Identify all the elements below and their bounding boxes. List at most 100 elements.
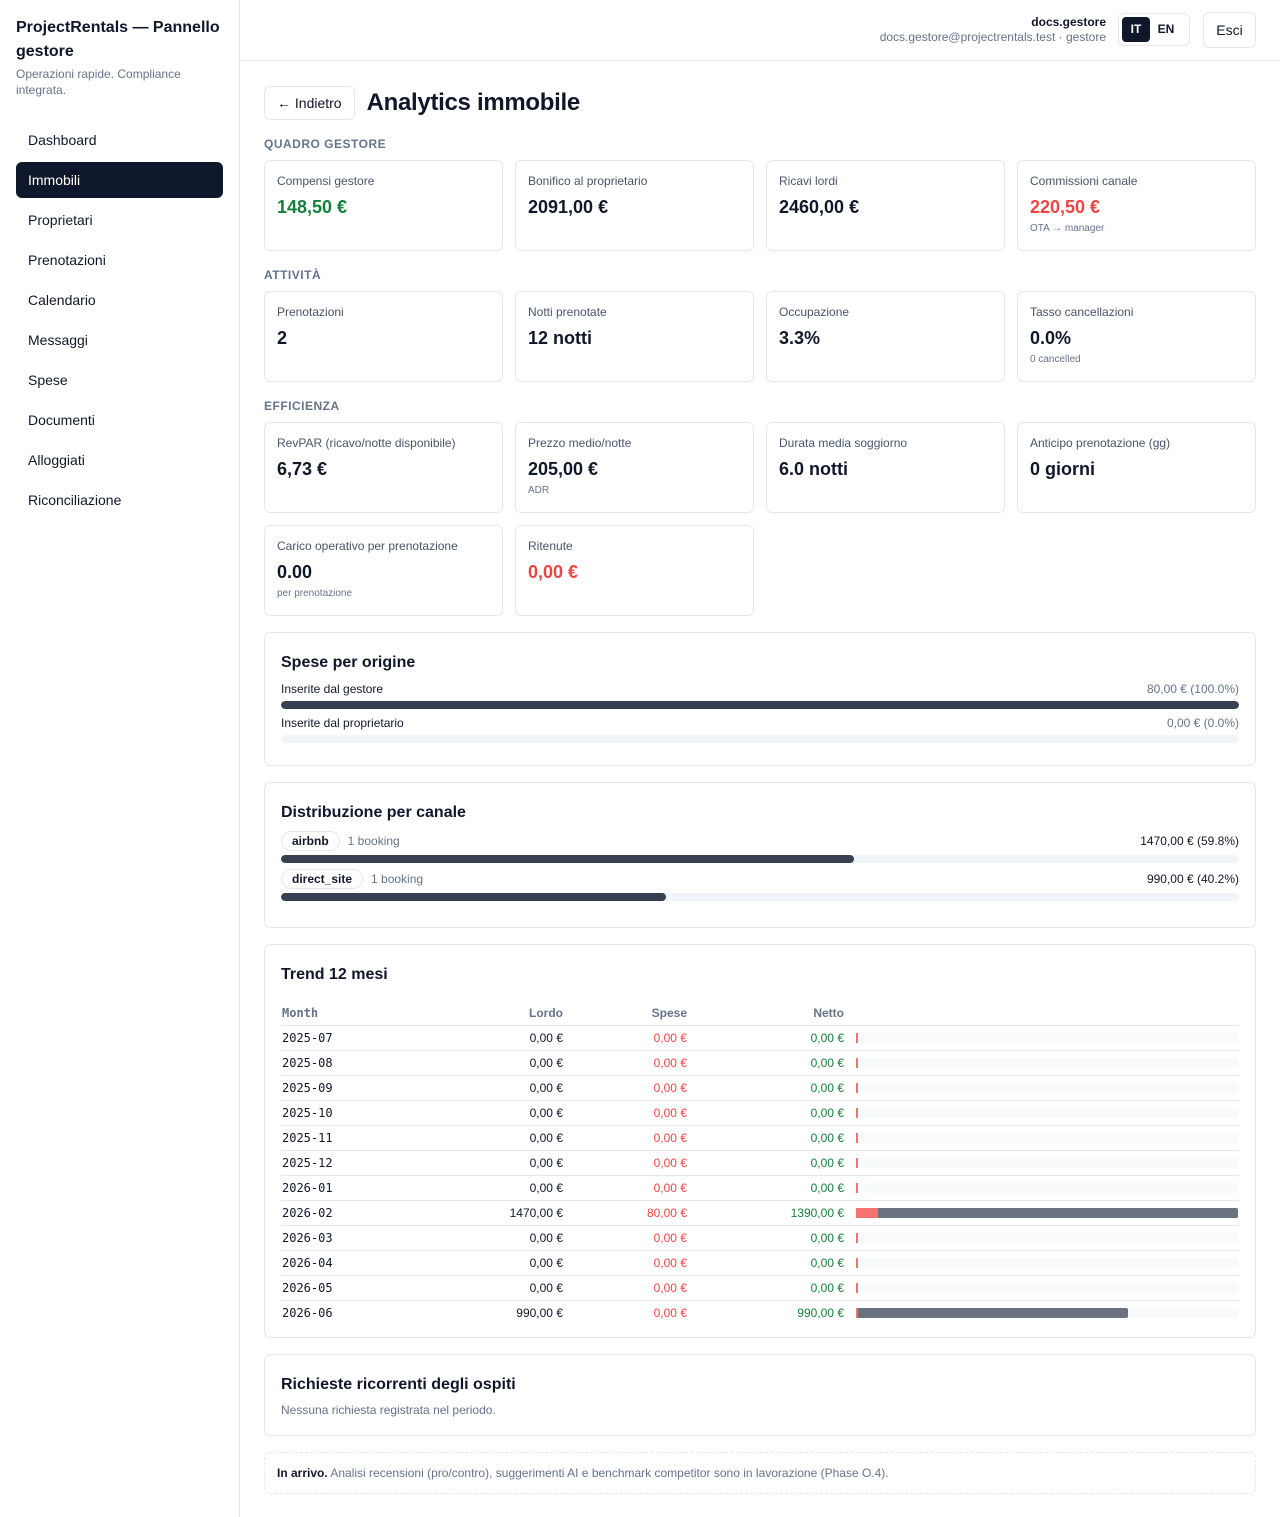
kpi-value: 220,50 € bbox=[1030, 197, 1101, 217]
table-row: 2026-05 0,00 €0,00 €0,00 € bbox=[281, 1275, 1239, 1301]
kpi-card: Anticipo prenotazione (gg) 0 giorni bbox=[1017, 422, 1256, 513]
trend-netto: 0,00 € bbox=[687, 1025, 844, 1051]
coming-soon-label: In arrivo. bbox=[277, 1466, 328, 1480]
sidebar-item-riconciliazione[interactable]: Riconciliazione bbox=[28, 492, 122, 508]
sidebar-item-calendario[interactable]: Calendario bbox=[28, 292, 96, 308]
user-name: docs.gestore bbox=[1031, 15, 1106, 29]
trend-bar-track bbox=[856, 1182, 1238, 1193]
requests-title: Richieste ricorrenti degli ospiti bbox=[281, 1376, 516, 1393]
expenses-origin-title: Spese per origine bbox=[281, 654, 416, 671]
trend-netto: 1390,00 € bbox=[687, 1200, 844, 1226]
trend-spese: 80,00 € bbox=[563, 1200, 687, 1226]
sidebar-item-alloggiati[interactable]: Alloggiati bbox=[28, 452, 85, 468]
trend-bar-track bbox=[856, 1257, 1238, 1268]
trend-bar-track bbox=[856, 1107, 1238, 1118]
kpi-value: 2460,00 € bbox=[779, 197, 860, 217]
requests-panel: Richieste ricorrenti degli ospiti Nessun… bbox=[264, 1354, 1256, 1436]
trend-expense-marker bbox=[856, 1107, 858, 1118]
trend-expense-marker bbox=[856, 1132, 858, 1143]
trend-bar-track bbox=[856, 1282, 1238, 1293]
trend-lordo: 1470,00 € bbox=[441, 1200, 563, 1226]
origin-value: 80,00 € (100.0%) bbox=[1146, 682, 1239, 696]
kpi-card: Ritenute 0,00 € bbox=[515, 525, 754, 616]
trend-month: 2025-12 bbox=[281, 1150, 441, 1176]
trend-expense-marker bbox=[856, 1282, 858, 1293]
lang-en-button[interactable]: EN bbox=[1157, 22, 1175, 36]
kpi-card: Prenotazioni 2 bbox=[264, 291, 503, 382]
trend-spese: 0,00 € bbox=[653, 1305, 687, 1320]
trend-lordo: 0,00 € bbox=[441, 1050, 563, 1076]
channel-bar-fill bbox=[281, 893, 667, 901]
trend-expense-marker bbox=[856, 1307, 858, 1318]
channel-info: airbnb 1 booking bbox=[281, 831, 400, 851]
trend-lordo: 0,00 € bbox=[441, 1250, 563, 1276]
brand-subtitle: Operazioni rapide. Compliance integrata. bbox=[16, 67, 181, 97]
trend-bar-cell bbox=[844, 1050, 1239, 1076]
trend-month: 2026-03 bbox=[281, 1225, 441, 1251]
trend-spese: 0,00 € bbox=[563, 1275, 687, 1301]
page-header: ← Indietro Analytics immobile bbox=[264, 85, 1256, 120]
kpi-label: Ritenute bbox=[528, 539, 573, 553]
sidebar-item-immobili[interactable]: Immobili bbox=[16, 162, 223, 198]
trend-expense-marker bbox=[856, 1157, 858, 1168]
trend-expense-marker bbox=[856, 1182, 858, 1193]
kpi-card: Carico operativo per prenotazione 0.00 per… bbox=[264, 525, 503, 616]
kpi-value: 3.3% bbox=[779, 328, 821, 348]
brand-title: ProjectRentals — Pannello gestore bbox=[16, 19, 220, 60]
trend-lordo: 990,00 € bbox=[516, 1305, 563, 1320]
section-label-activity: ATTIVITÀ bbox=[264, 268, 322, 282]
topbar: docs.gestore docs.gestore@projectrentals… bbox=[240, 0, 1280, 61]
expenses-origin-list: Inserite dal gestore 80,00 € (100.0%) Inse… bbox=[281, 681, 1239, 743]
coming-soon-note: In arrivo. Analisi recensioni (pro/contr… bbox=[264, 1452, 1256, 1494]
page-title: Analytics immobile bbox=[366, 88, 581, 116]
channel-row: direct_site 1 booking 990,00 € (40.2%) bbox=[281, 869, 1239, 889]
origin-label: Inserite dal proprietario bbox=[281, 716, 404, 730]
trend-bar-fill bbox=[856, 1207, 1238, 1218]
trend-spese: 0,00 € bbox=[563, 1150, 687, 1176]
trend-lordo: 0,00 € bbox=[441, 1275, 563, 1301]
table-row: 2026-02 1470,00 €80,00 €1390,00 € bbox=[281, 1200, 1239, 1226]
trend-bar-cell bbox=[844, 1025, 1239, 1051]
trend-month: 2025-10 bbox=[281, 1100, 441, 1126]
trend-bar-track bbox=[856, 1132, 1238, 1143]
sidebar-item-spese[interactable]: Spese bbox=[28, 372, 68, 388]
section-label-manager: QUADRO GESTORE bbox=[264, 137, 387, 151]
table-row: 2026-01 0,00 €0,00 €0,00 € bbox=[281, 1175, 1239, 1201]
trend-netto: 990,00 € bbox=[797, 1305, 844, 1320]
kpi-note: OTA → manager bbox=[1030, 223, 1105, 234]
trend-expense-marker bbox=[856, 1032, 858, 1043]
trend-month: 2025-07 bbox=[281, 1025, 441, 1051]
trend-bar-track bbox=[856, 1032, 1238, 1043]
sidebar-item-dashboard[interactable]: Dashboard bbox=[28, 132, 97, 148]
main-content: ← Indietro Analytics immobile QUADRO GES… bbox=[264, 85, 1256, 1494]
channel-value: 1470,00 € (59.8%) bbox=[1140, 834, 1239, 848]
channels-list: airbnb 1 booking 1470,00 € (59.8%) direct_s… bbox=[281, 831, 1239, 901]
sidebar-item-messaggi[interactable]: Messaggi bbox=[28, 332, 88, 348]
kpi-label: Bonifico al proprietario bbox=[528, 174, 648, 188]
kpi-card: Durata media soggiorno 6.0 notti bbox=[766, 422, 1005, 513]
kpi-label: Ricavi lordi bbox=[779, 174, 838, 188]
trend-expense-marker bbox=[856, 1057, 858, 1068]
table-row: 2025-11 0,00 €0,00 €0,00 € bbox=[281, 1125, 1239, 1151]
kpi-card: Occupazione 3.3% bbox=[766, 291, 1005, 382]
trend-bar-cell bbox=[844, 1200, 1239, 1226]
sidebar-item-documenti[interactable]: Documenti bbox=[28, 412, 95, 428]
logout-button[interactable]: Esci bbox=[1203, 12, 1256, 48]
trend-spese: 0,00 € bbox=[563, 1050, 687, 1076]
trend-bar-cell bbox=[844, 1150, 1239, 1176]
kpi-value: 0.0% bbox=[1030, 328, 1072, 348]
lang-it-button[interactable]: IT bbox=[1122, 17, 1150, 42]
sidebar-item-prenotazioni[interactable]: Prenotazioni bbox=[28, 252, 106, 268]
trend-netto: 0,00 € bbox=[687, 1175, 844, 1201]
trend-table: Month Lordo Spese Netto 2025-07 0,00 €0,0… bbox=[281, 1001, 1239, 1325]
sidebar-nav: Dashboard Immobili Proprietari Prenotazioni… bbox=[16, 122, 223, 518]
kpi-value: 0 giorni bbox=[1030, 459, 1096, 479]
kpi-value: 6,73 € bbox=[277, 459, 328, 479]
kpi-card: Bonifico al proprietario 2091,00 € bbox=[515, 160, 754, 251]
table-row: 2025-08 0,00 €0,00 €0,00 € bbox=[281, 1050, 1239, 1076]
kpi-label: Anticipo prenotazione (gg) bbox=[1030, 436, 1171, 450]
back-button[interactable]: ← Indietro bbox=[264, 85, 355, 120]
sidebar-item-proprietari[interactable]: Proprietari bbox=[28, 212, 93, 228]
table-row: 2026-03 0,00 €0,00 €0,00 € bbox=[281, 1225, 1239, 1251]
kpi-label: RevPAR (ricavo/notte disponibile) bbox=[277, 436, 456, 450]
